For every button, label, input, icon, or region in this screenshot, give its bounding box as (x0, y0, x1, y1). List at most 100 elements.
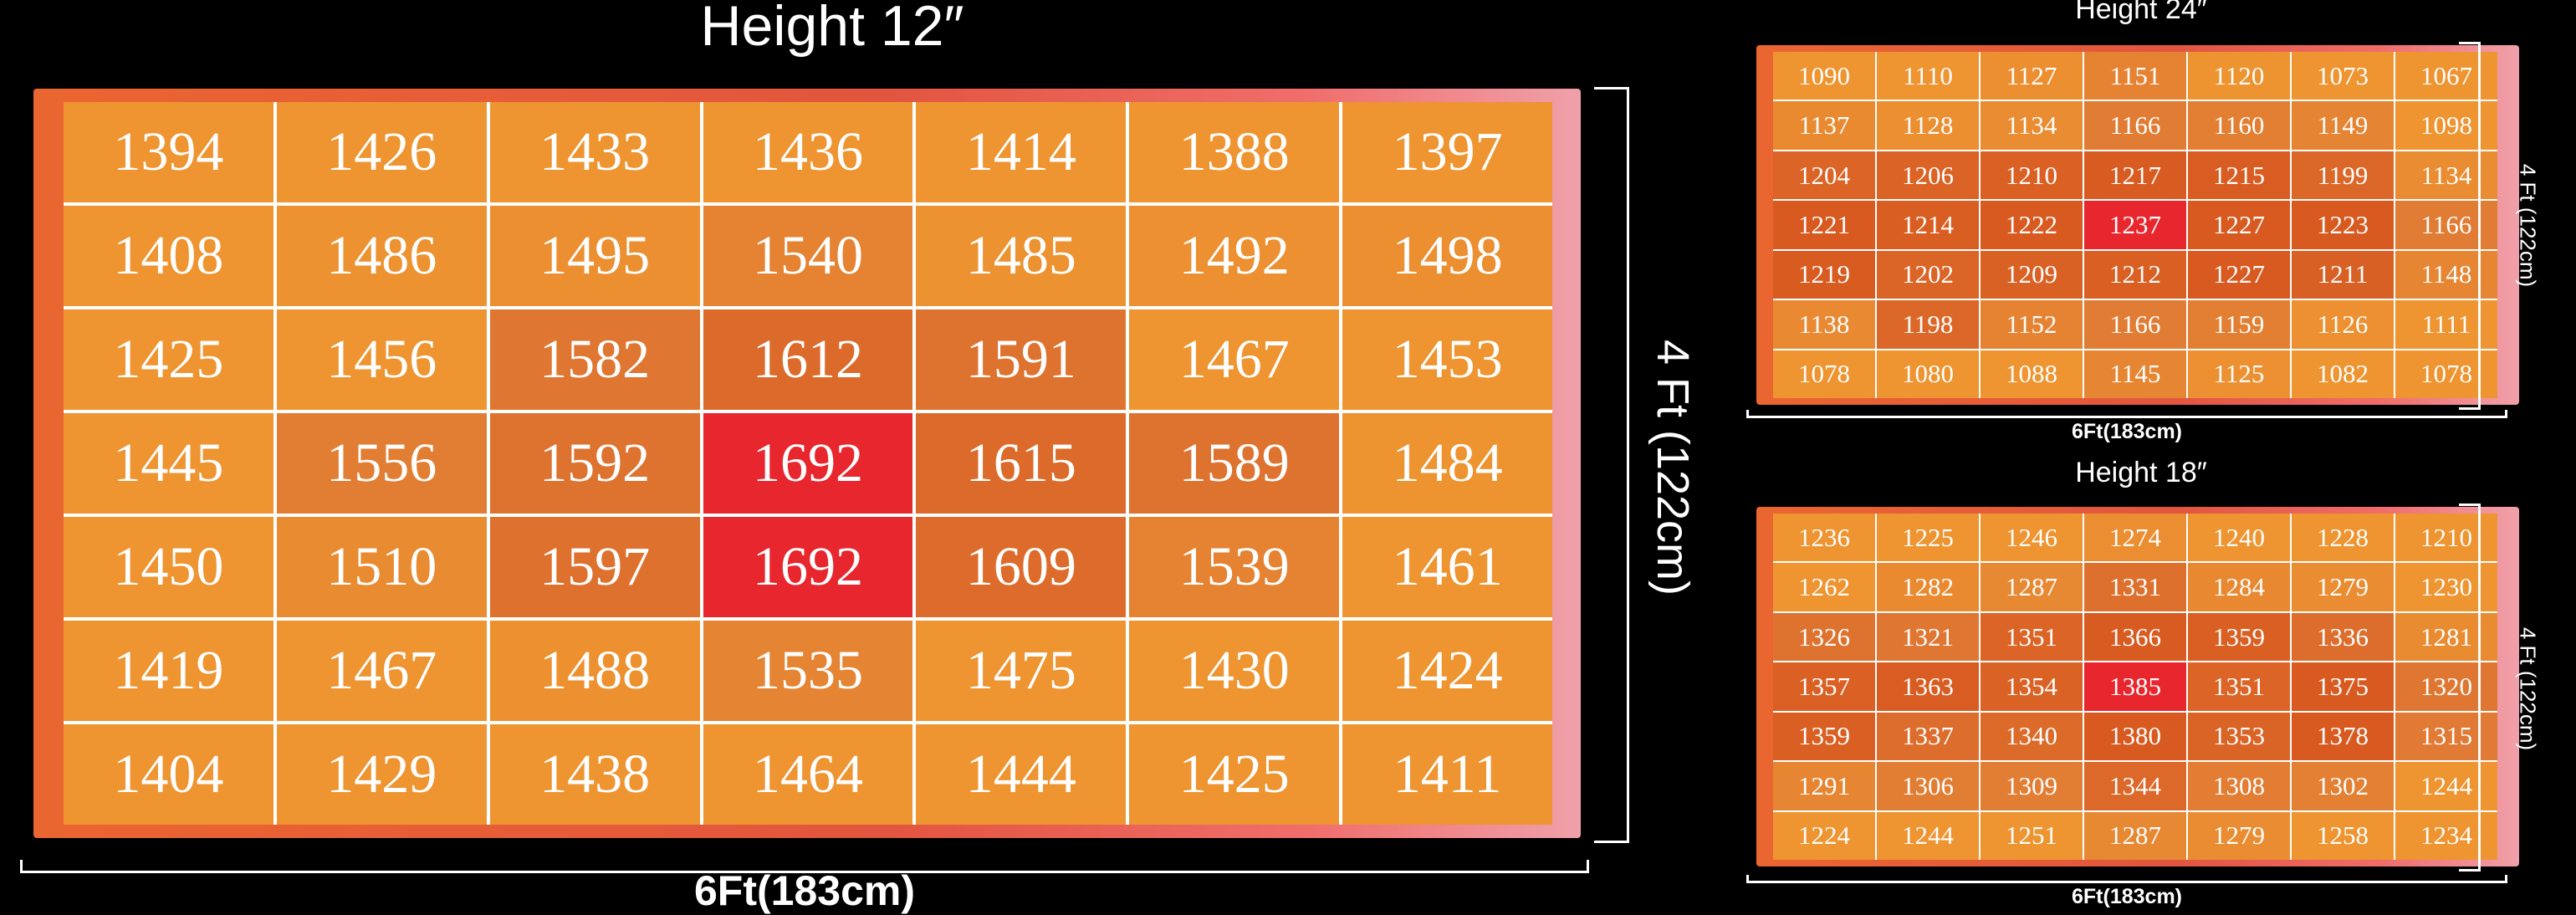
heatmap-cell: 1498 (1342, 206, 1552, 306)
heatmap-cell: 1336 (2292, 612, 2394, 662)
heatmap-cell: 1444 (916, 724, 1127, 825)
heatmap-cell: 1225 (1877, 514, 1979, 562)
heatmap-cell: 1223 (2292, 201, 2394, 249)
heatmap-cell: 1149 (2292, 101, 2394, 150)
heatmap-cell: 1073 (2292, 52, 2394, 100)
heatmap-cell: 1414 (916, 102, 1127, 202)
chart-title: Height 24″ (2075, 0, 2207, 25)
heatmap-cell: 1450 (64, 517, 273, 617)
heatmap-cell: 1217 (2084, 151, 2186, 200)
heatmap-cell: 1279 (2292, 563, 2394, 611)
heatmap-cell: 1244 (1877, 811, 1979, 860)
heatmap-cell: 1210 (2395, 514, 2497, 562)
heatmap-cell: 1425 (1129, 724, 1340, 825)
heatmap-cell: 1467 (276, 621, 487, 721)
width-dimension-line (1746, 410, 2507, 418)
heatmap-cell: 1258 (2292, 811, 2394, 860)
heatmap-cell: 1287 (1981, 563, 2083, 611)
heatmap-cell: 1090 (1773, 52, 1875, 100)
heatmap-cell: 1337 (1877, 712, 1979, 761)
heatmap-cell: 1145 (2084, 350, 2186, 398)
heatmap-cell: 1134 (2395, 151, 2497, 200)
y-axis-label: 4 Ft (122cm) (1648, 339, 1698, 596)
heatmap-cell: 1209 (1981, 250, 2083, 299)
heatmap-cell: 1484 (1342, 413, 1552, 514)
heatmap-cell: 1475 (916, 621, 1127, 721)
heatmap-cell: 1556 (276, 413, 487, 514)
heatmap-cell: 1224 (1773, 811, 1875, 860)
heatmap-cell: 1078 (2395, 350, 2497, 398)
heatmap-cell: 1306 (1877, 762, 1979, 810)
heatmap-cell: 1380 (2084, 712, 2186, 761)
heatmap-cell: 1591 (916, 309, 1127, 410)
heatmap-grid: 1090 1110 1127 1151 1120 1073 1067 1137 1128 1134… (1773, 52, 2497, 398)
heatmap-grid: 1236 1225 1246 1274 1240 1228 1210 1262 1282 1287… (1773, 514, 2497, 860)
heatmap-cell: 1302 (2292, 762, 2394, 810)
heatmap-cell: 1385 (2084, 662, 2186, 711)
heatmap-cell: 1274 (2084, 514, 2186, 562)
heatmap-cell: 1424 (1342, 621, 1552, 721)
heatmap-cell: 1082 (2292, 350, 2394, 398)
heatmap-cell: 1244 (2395, 762, 2497, 810)
heatmap-cell: 1408 (64, 206, 273, 306)
heatmap-cell: 1351 (1981, 612, 2083, 662)
y-axis-label: 4 Ft (122cm) (2515, 163, 2541, 288)
heatmap-cell: 1204 (1773, 151, 1875, 200)
heatmap-cell: 1331 (2084, 563, 2186, 611)
heatmap-cell: 1166 (2395, 201, 2497, 249)
heatmap-cell: 1151 (2084, 52, 2186, 100)
heatmap-cell: 1351 (2188, 662, 2290, 711)
heatmap-cell: 1357 (1773, 662, 1875, 711)
heatmap-cell: 1425 (64, 309, 273, 410)
heatmap-cell: 1234 (2395, 811, 2497, 860)
heatmap-cell: 1088 (1981, 350, 2083, 398)
heatmap-cell: 1363 (1877, 662, 1979, 711)
heatmap-cell: 1436 (703, 102, 913, 202)
heatmap-cell: 1430 (1129, 621, 1340, 721)
depth-dimension-line (1594, 87, 1629, 843)
heatmap-cell: 1236 (1773, 514, 1875, 562)
width-dimension-line (20, 860, 1589, 873)
heatmap-cell: 1485 (916, 206, 1127, 306)
heatmap-cell: 1486 (276, 206, 487, 306)
heatmap-cell: 1433 (489, 102, 700, 202)
width-dimension-line (1746, 875, 2507, 883)
heatmap-cell: 1284 (2188, 563, 2290, 611)
heatmap-cell: 1366 (2084, 612, 2186, 662)
heatmap-cell: 1397 (1342, 102, 1552, 202)
heatmap-cell: 1609 (916, 517, 1127, 617)
heatmap-cell: 1202 (1877, 250, 1979, 299)
heatmap-cell: 1237 (2084, 201, 2186, 249)
heatmap-cell: 1159 (2188, 300, 2290, 349)
heatmap-cell: 1429 (276, 724, 487, 825)
heatmap-cell: 1098 (2395, 101, 2497, 150)
heatmap-cell: 1160 (2188, 101, 2290, 150)
heatmap-cell: 1067 (2395, 52, 2497, 100)
heatmap-cell: 1198 (1877, 300, 1979, 349)
heatmap-cell: 1445 (64, 413, 273, 514)
heatmap-cell: 1251 (1981, 811, 2083, 860)
heatmap-cell: 1228 (2292, 514, 2394, 562)
heatmap-cell: 1456 (276, 309, 487, 410)
heatmap-cell: 1411 (1342, 724, 1552, 825)
heatmap-cell: 1227 (2188, 201, 2290, 249)
heatmap-cell: 1210 (1981, 151, 2083, 200)
heatmap-cell: 1467 (1129, 309, 1340, 410)
heatmap-cell: 1211 (2292, 250, 2394, 299)
heatmap-height-18: Height 18″ 1236 1225 1246 1274 1240 1228 1210 1… (1740, 457, 2576, 913)
heatmap-cell: 1394 (64, 102, 273, 202)
heatmap-cell: 1134 (1981, 101, 2083, 150)
heatmap-cell: 1359 (1773, 712, 1875, 761)
heatmap-cell: 1340 (1981, 712, 2083, 761)
heatmap-cell: 1166 (2084, 300, 2186, 349)
heatmap-cell: 1214 (1877, 201, 1979, 249)
heatmap-cell: 1540 (703, 206, 913, 306)
x-axis-label: 6Ft(183cm) (694, 867, 915, 914)
heatmap-cell: 1404 (64, 724, 273, 825)
heatmap-cell: 1535 (703, 621, 913, 721)
heatmap-height-12: Height 12″ 1394 1426 1433 1436 1414 1388 1397 1… (20, 0, 1698, 914)
heatmap-cell: 1126 (2292, 300, 2394, 349)
heatmap-cell: 1282 (1877, 563, 1979, 611)
heatmap-cell: 1120 (2188, 52, 2290, 100)
heatmap-cell: 1206 (1877, 151, 1979, 200)
